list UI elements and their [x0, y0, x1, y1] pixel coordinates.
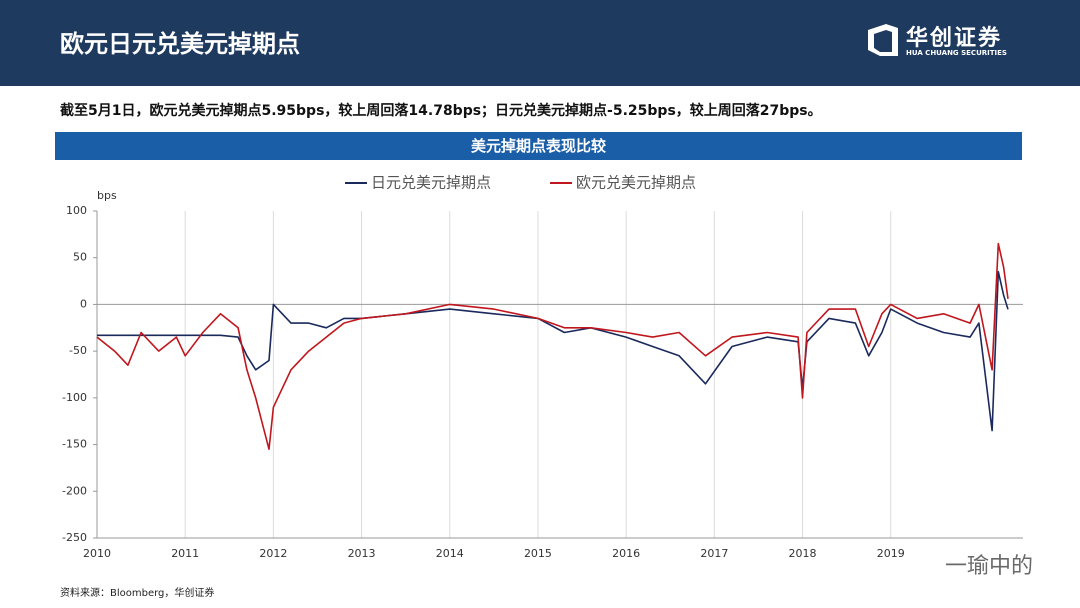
y-tick-label: -250 — [62, 531, 87, 544]
legend-label: 欧元兑美元掉期点 — [576, 174, 696, 192]
y-tick-label: -100 — [62, 391, 87, 404]
logo: 华创证券 HUA CHUANG SECURITIES — [866, 20, 1016, 64]
line-series — [96, 242, 1009, 450]
x-tick-label: 2017 — [700, 547, 728, 560]
x-tick-label: 2013 — [348, 547, 376, 560]
legend-label: 日元兑美元掉期点 — [371, 174, 491, 192]
y-tick-label: 100 — [66, 204, 87, 217]
subtitle: 截至5月1日，欧元兑美元掉期点5.95bps，较上周回落14.78bps；日元兑… — [60, 103, 822, 119]
x-tick-label: 2015 — [524, 547, 552, 560]
logo-mark — [868, 24, 898, 56]
x-tick-label: 2019 — [877, 547, 905, 560]
x-tick-label: 2012 — [259, 547, 287, 560]
x-tick-label: 2014 — [436, 547, 464, 560]
y-axis-label: bps — [97, 189, 117, 202]
logo-text: 华创证券 — [906, 26, 1003, 51]
y-tick-label: -150 — [62, 438, 87, 451]
section-banner: 美元掉期点表现比较 — [55, 132, 1022, 160]
line-series — [97, 270, 1009, 432]
header-bar: 欧元日元兑美元掉期点 华创证券 HUA CHUANG SECURITIES — [0, 0, 1080, 86]
y-tick-label: -200 — [62, 484, 87, 497]
x-tick-label: 2018 — [789, 547, 817, 560]
chart: 日元兑美元掉期点 欧元兑美元掉期点 bps 100 50 0 -50 -100 -150 -200… — [62, 174, 1023, 560]
x-tick-label: 2016 — [612, 547, 640, 560]
logo-subtext: HUA CHUANG SECURITIES — [906, 49, 1007, 57]
x-tick-label: 2011 — [171, 547, 199, 560]
watermark: 一瑜中的 — [945, 554, 1034, 579]
y-tick-label: -50 — [69, 344, 87, 357]
y-tick-label: 50 — [73, 251, 87, 264]
source-note: 资料来源：Bloomberg，华创证券 — [60, 588, 215, 599]
y-tick-label: 0 — [80, 297, 87, 310]
x-tick-label: 2010 — [83, 547, 111, 560]
page-title: 欧元日元兑美元掉期点 — [60, 30, 300, 58]
